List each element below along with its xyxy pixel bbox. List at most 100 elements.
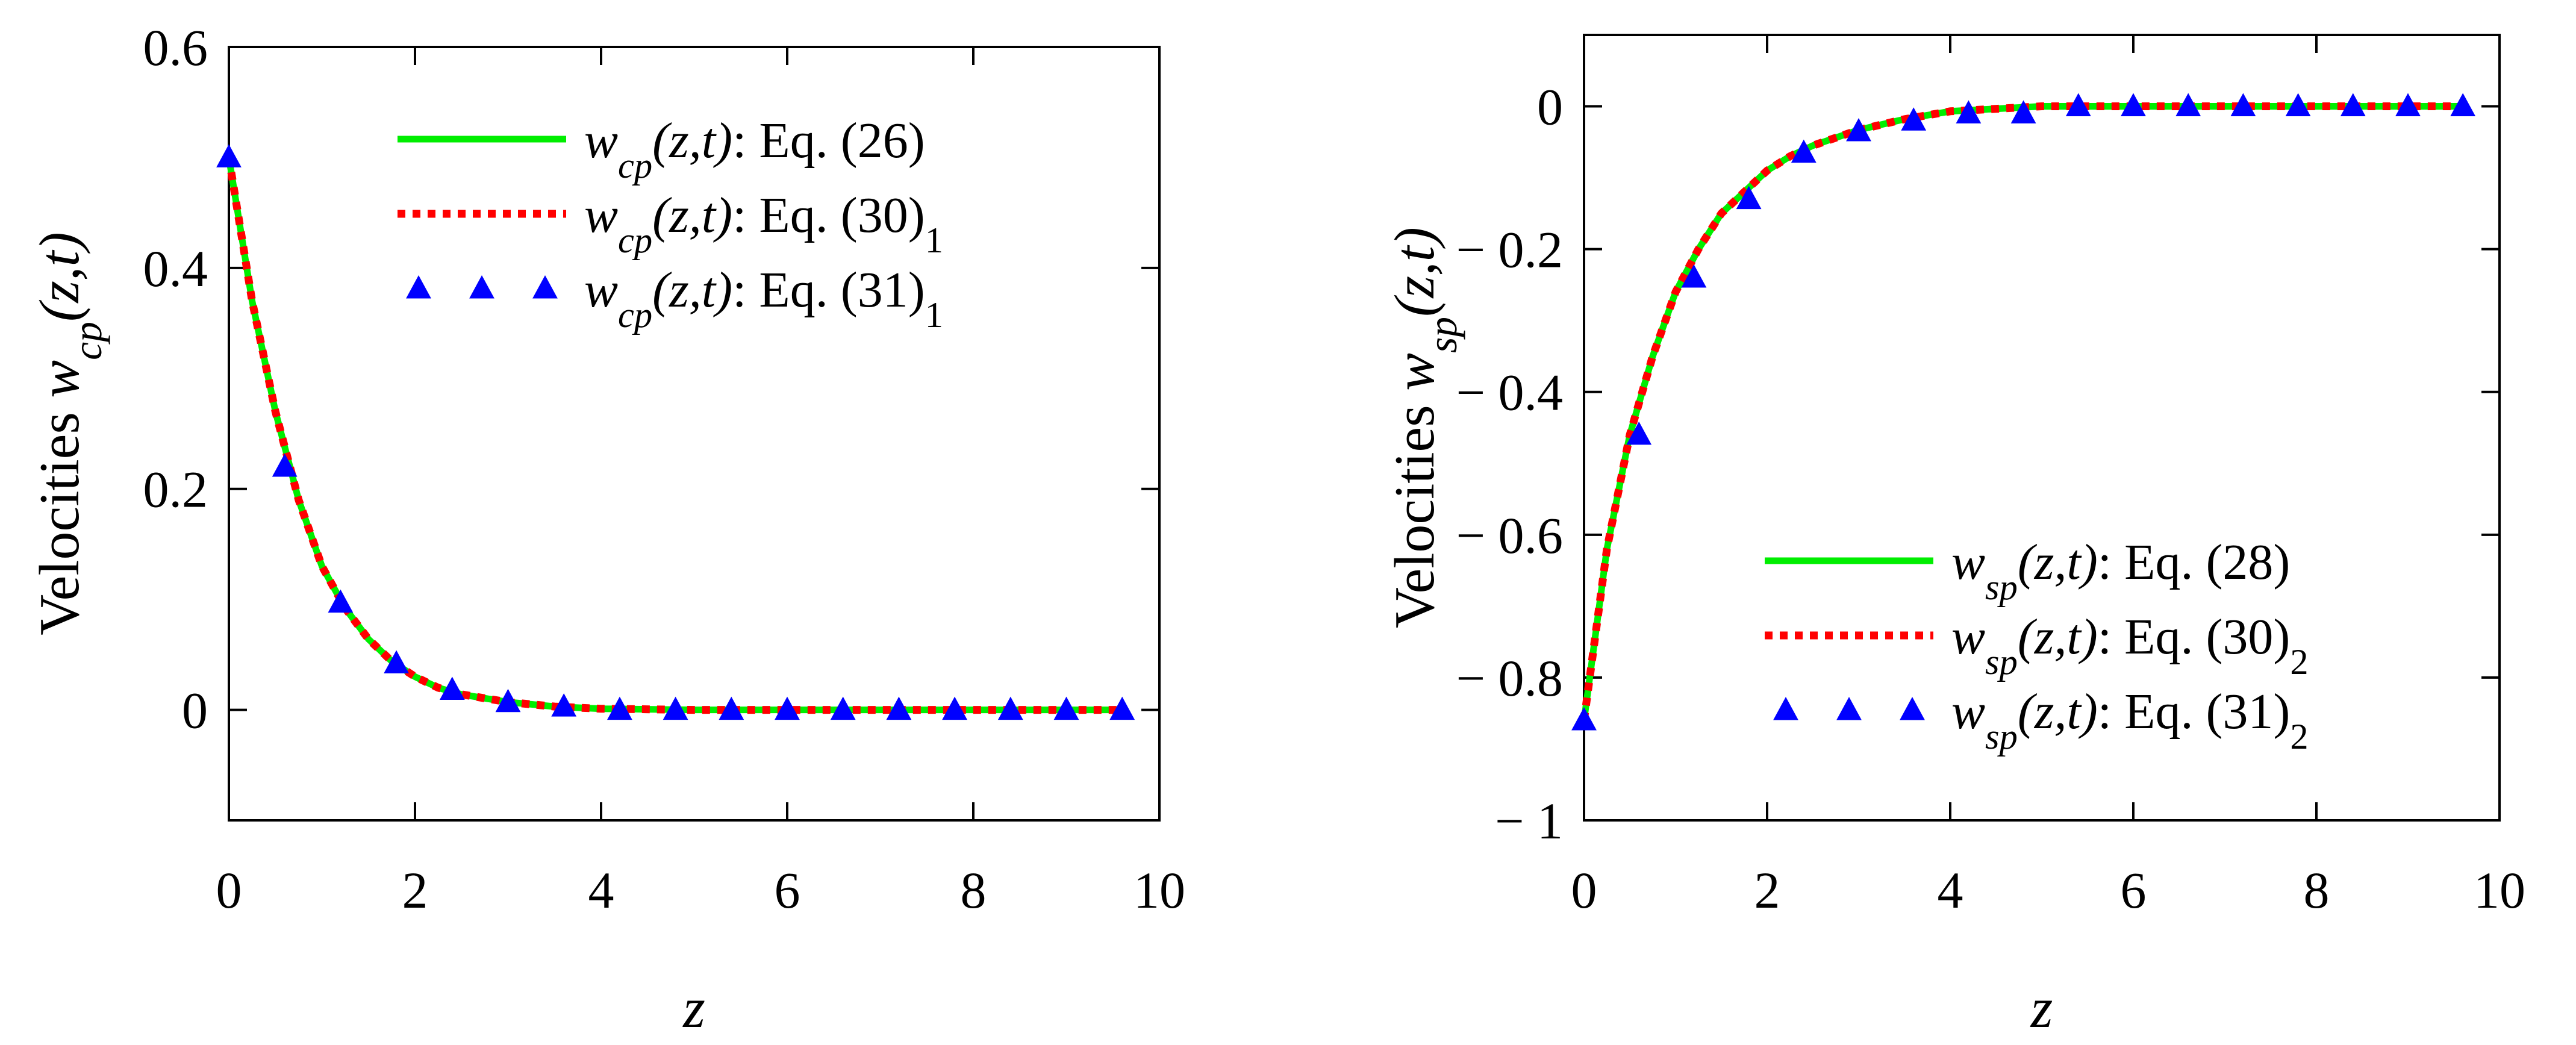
legend-args: (z,t) [2018, 534, 2098, 590]
y-tick-label: 0.2 [143, 461, 208, 519]
x-tick-label: 0 [216, 861, 242, 919]
legend-sub: cp [618, 146, 652, 186]
y-axis-title-args: (z,t) [28, 232, 91, 322]
legend-entry: wcp(z,t): Eq. (31)1 [584, 262, 943, 335]
plot-frame [1583, 34, 2501, 822]
legend-sub: cp [618, 220, 652, 261]
data-point-triangle [1736, 186, 1762, 210]
y-axis-title-args: (z,t) [1383, 227, 1446, 317]
y-axis-title-sub: sp [1420, 317, 1465, 353]
y-tick-label: 0.4 [143, 240, 208, 298]
data-point-triangle [1571, 707, 1597, 731]
legend-args: (z,t) [652, 187, 732, 243]
data-point-triangle [942, 696, 967, 720]
legend-eq-sub: 2 [2290, 717, 2308, 757]
data-point-triangle [2175, 93, 2201, 117]
legend-eq-sub: 1 [925, 220, 943, 261]
x-tick-label: 0 [1571, 861, 1597, 919]
legend-sub: sp [1985, 567, 2018, 608]
y-axis-title-var: w [28, 360, 91, 398]
legend-var: w [584, 113, 618, 169]
y-tick-label: − 0.8 [1456, 649, 1563, 707]
y-tick-label: 0 [1537, 78, 1563, 136]
data-point-triangle [272, 454, 298, 477]
legend-entry: wsp(z,t): Eq. (30)2 [1951, 609, 2309, 682]
y-axis-title-group: Velocities wsp(z,t) [1383, 227, 1465, 628]
y-axis-title-text: Velocities [28, 398, 91, 635]
x-tick-label: 8 [961, 861, 987, 919]
y-axis-title-group: Velocities wcp(z,t) [28, 232, 110, 635]
x-tick-label: 8 [2304, 861, 2330, 919]
data-point-triangle [495, 688, 521, 713]
data-point-triangle [551, 693, 577, 717]
data-point-triangle [1626, 421, 1652, 445]
x-axis-title: z [682, 977, 705, 1040]
y-axis-title-sub: cp [65, 322, 110, 360]
legend-args: (z,t) [2018, 609, 2098, 665]
legend-var: w [584, 262, 618, 318]
legend-args: (z,t) [652, 262, 732, 318]
x-tick-label: 6 [2121, 861, 2147, 919]
data-point-triangle [1846, 118, 1871, 142]
legend-eq: : Eq. (26) [732, 113, 925, 169]
legend-entry: wsp(z,t): Eq. (31)2 [1951, 684, 2309, 757]
data-point-triangle [663, 696, 688, 720]
data-point-triangle [997, 696, 1023, 720]
legend-sub: sp [1985, 717, 2018, 757]
y-tick-label: − 0.4 [1456, 364, 1563, 422]
legend-symbol-triangle [406, 275, 431, 299]
legend-eq-sub: 2 [2290, 642, 2308, 682]
legend-var: w [1951, 609, 1985, 665]
legend-sub: sp [1985, 642, 2018, 682]
x-tick-label: 2 [1754, 861, 1780, 919]
y-axis-title: Velocities wsp(z,t) [1383, 227, 1465, 628]
legend-entry: wcp(z,t): Eq. (30)1 [584, 187, 943, 261]
data-point-triangle [216, 144, 242, 167]
y-axis-title-text: Velocities [1383, 391, 1446, 628]
x-tick-label: 2 [402, 861, 428, 919]
data-point-triangle [2450, 93, 2476, 117]
legend-eq: : Eq. (28) [2098, 534, 2291, 590]
data-point-triangle [1681, 264, 1707, 288]
legend-eq: : Eq. (31) [2098, 684, 2291, 740]
data-point-triangle [2230, 93, 2256, 117]
data-point-triangle [1956, 100, 1982, 123]
legend-entry: wsp(z,t): Eq. (28) [1951, 534, 2290, 608]
legend-symbol-triangle [1900, 697, 1925, 720]
legend-eq-sub: 1 [925, 295, 943, 335]
legend-args: (z,t) [652, 113, 732, 169]
data-point-triangle [1791, 139, 1817, 163]
legend-var: w [584, 187, 618, 243]
legend-symbol-triangle [469, 275, 494, 299]
y-tick-label: 0 [182, 682, 208, 740]
legend-args: (z,t) [2018, 684, 2098, 740]
y-axis-title-var: w [1383, 353, 1446, 391]
data-point-triangle [2065, 93, 2091, 117]
legend-symbol-triangle [1773, 697, 1798, 720]
x-tick-label: 4 [1938, 861, 1963, 919]
chart-right-wsp: 0 2 4 6 8 10 − 1 − 0.8 − 0.6 − 0.4 − 0.2 0 z Velociti… [1383, 34, 2525, 1040]
data-point-triangle [2121, 93, 2146, 117]
data-point-triangle [607, 696, 632, 720]
legend-symbol-triangle [1836, 697, 1862, 720]
y-tick-label: 0.6 [143, 19, 208, 76]
data-point-triangle [775, 696, 800, 720]
data-point-triangle [439, 676, 465, 700]
data-point-triangle [1901, 107, 1927, 131]
legend-eq: : Eq. (31) [732, 262, 925, 318]
data-point-triangle [1053, 696, 1079, 720]
x-tick-label: 4 [588, 861, 614, 919]
x-axis-title: z [2030, 977, 2053, 1040]
legend-entry: wcp(z,t): Eq. (26) [584, 113, 925, 186]
x-tick-label: 6 [775, 861, 800, 919]
x-tick-label: 10 [2474, 861, 2525, 919]
data-point-triangle [1109, 696, 1135, 720]
legend-sub: cp [618, 295, 652, 335]
y-axis-title: Velocities wcp(z,t) [28, 232, 110, 635]
data-point-triangle [719, 696, 744, 720]
legend-eq: : Eq. (30) [732, 187, 925, 243]
x-tick-label: 10 [1134, 861, 1185, 919]
plot-frame [228, 46, 1161, 822]
